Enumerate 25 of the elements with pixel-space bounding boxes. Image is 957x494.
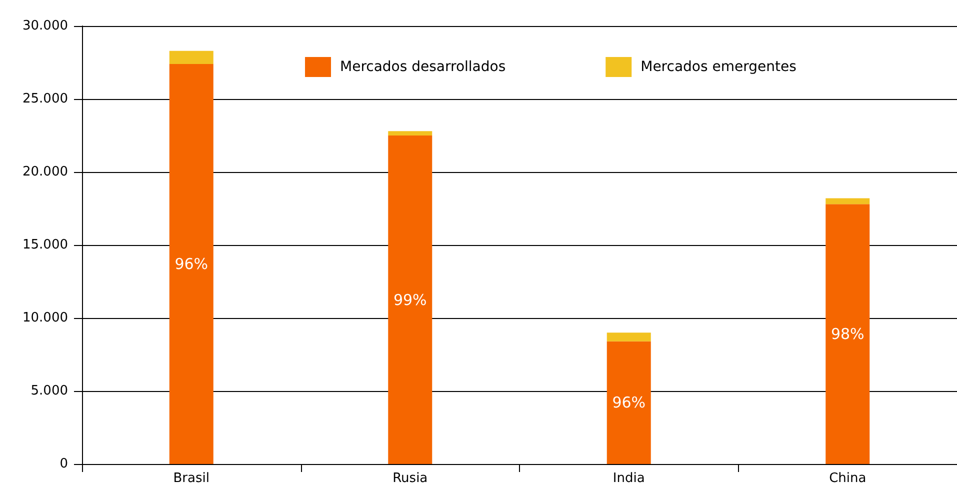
bar bbox=[169, 50, 214, 64]
bar bbox=[388, 131, 432, 136]
y-tick-label: 5.000 bbox=[30, 384, 68, 398]
bar bbox=[606, 341, 651, 464]
y-tick-label: 15.000 bbox=[22, 238, 68, 252]
y-tick-label: 0 bbox=[60, 456, 68, 472]
bar bbox=[388, 136, 432, 464]
legend-label: Mercados desarrollados bbox=[340, 59, 506, 75]
y-tick-label: 20.000 bbox=[22, 164, 68, 180]
bar bbox=[169, 64, 214, 464]
annotation: 96% bbox=[612, 394, 646, 412]
annotation: 96% bbox=[174, 254, 208, 273]
annotation: 99% bbox=[393, 290, 427, 309]
y-tick-label: 30.000 bbox=[22, 18, 68, 34]
bar bbox=[826, 204, 870, 464]
y-tick-label: 25.000 bbox=[22, 92, 68, 106]
legend-label: Mercados emergentes bbox=[640, 59, 796, 75]
y-tick-label: 10.000 bbox=[22, 310, 68, 326]
x-tick-label: India bbox=[612, 471, 645, 486]
bar bbox=[606, 332, 651, 342]
bar bbox=[826, 198, 870, 204]
x-tick-label: Brasil bbox=[173, 471, 210, 486]
x-tick-label: Rusia bbox=[392, 471, 428, 486]
x-tick-label: China bbox=[829, 471, 866, 486]
annotation: 98% bbox=[830, 325, 864, 344]
